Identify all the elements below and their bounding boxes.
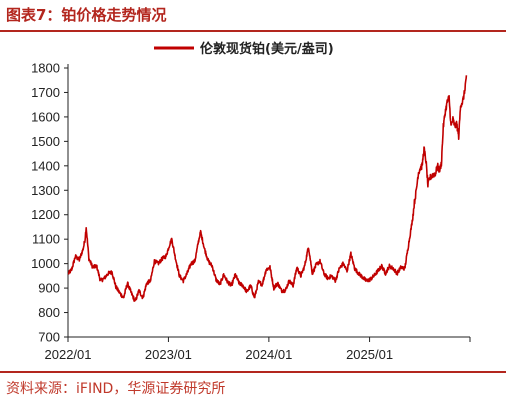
title-rule <box>0 30 506 32</box>
figure-title-bar: 图表7：铂价格走势情况 <box>0 0 506 30</box>
x-tick-label: 2022/01 <box>45 347 92 362</box>
y-tick-label: 1700 <box>31 85 60 100</box>
price-chart: 700 800 900 1000 1100 1200 1300 1400 1500 1600 170… <box>31 41 471 362</box>
x-tick-label: 2025/01 <box>346 347 393 362</box>
source-rule <box>0 371 506 373</box>
y-tick-label: 1200 <box>31 207 60 222</box>
y-tick-label: 1000 <box>31 256 60 271</box>
y-tick-label: 800 <box>38 305 60 320</box>
x-tick-label: 2023/01 <box>145 347 192 362</box>
y-tick-label: 1800 <box>31 61 60 76</box>
y-tick-label: 700 <box>38 330 60 345</box>
y-tick-label: 1500 <box>31 134 60 149</box>
price-series-line <box>67 75 468 302</box>
y-tick-label: 1300 <box>31 183 60 198</box>
y-tick-label: 1400 <box>31 158 60 173</box>
figure-title: 图表7：铂价格走势情况 <box>6 6 167 24</box>
x-tick-label: 2024/01 <box>245 347 292 362</box>
y-tick-label: 1600 <box>31 109 60 124</box>
legend-label: 伦敦现货铂(美元/盎司) <box>200 41 334 57</box>
source-note: 资料来源：iFIND，华源证券研究所 <box>6 381 226 397</box>
y-tick-label: 1100 <box>32 232 60 247</box>
y-tick-label: 900 <box>38 281 60 296</box>
